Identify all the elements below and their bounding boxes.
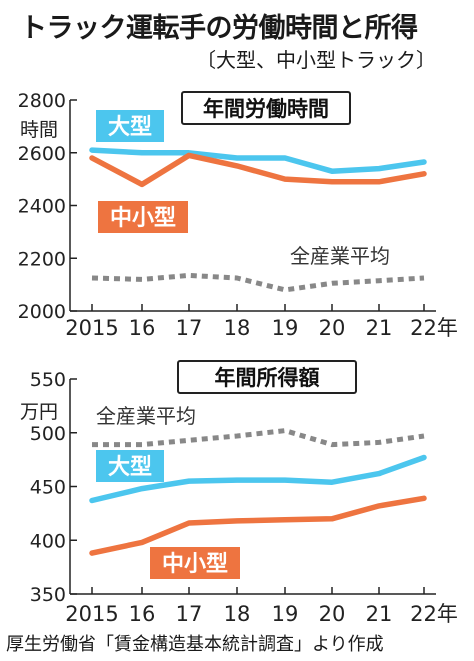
x-tick-label: 16: [129, 602, 156, 626]
x-tick-label: 19: [272, 602, 299, 626]
y-tick-label: 2800: [18, 90, 66, 112]
y-axis-label: 時間: [20, 119, 58, 141]
series-line-small: [89, 495, 427, 556]
panel-title-box: [177, 360, 357, 394]
source-note: 厚生労働省「賃金構造基本統計調査」より作成: [6, 634, 384, 655]
x-tick-label: 21: [366, 602, 393, 626]
x-tick-label: 18: [224, 602, 251, 626]
series-label-all: 全産業平均: [290, 244, 390, 268]
panel-title: 年間労働時間: [203, 97, 329, 121]
y-tick-label: 500: [30, 423, 66, 445]
x-tick-label: 17: [176, 316, 203, 340]
series-line-large: [89, 454, 427, 504]
y-tick-label: 400: [30, 530, 66, 552]
series-label-large: 大型: [108, 455, 152, 480]
x-tick-label: 22年: [410, 602, 458, 626]
panel-title-box: [181, 91, 351, 125]
y-tick-label: 350: [30, 584, 66, 606]
series-label-bg-small: [150, 547, 240, 579]
y-tick-label: 450: [30, 477, 66, 499]
x-tick-label: 20: [319, 316, 346, 340]
series-label-bg-large: [96, 110, 164, 142]
x-tick-label: 20: [319, 602, 346, 626]
chart-subtitle: 〔大型、中小型トラック〕: [196, 48, 436, 72]
y-tick-label: 2400: [18, 196, 66, 218]
x-tick-label: 16: [129, 316, 156, 340]
x-tick-label: 18: [224, 316, 251, 340]
series-label-bg-small: [98, 201, 188, 233]
x-tick-label: 19: [272, 316, 299, 340]
series-line-small: [89, 152, 427, 188]
x-tick-label: 2015: [65, 316, 118, 340]
panel-title: 年間所得額: [215, 366, 320, 390]
series-line-all: [92, 428, 425, 448]
x-tick-label: 22年: [410, 316, 458, 340]
y-tick-label: 550: [30, 369, 66, 391]
y-tick-label: 2000: [18, 301, 66, 323]
y-tick-label: 2600: [18, 143, 66, 165]
x-tick-label: 2015: [65, 602, 118, 626]
series-label-large: 大型: [108, 115, 152, 140]
series-label-small: 中小型: [110, 206, 176, 231]
x-tick-label: 17: [176, 602, 203, 626]
x-tick-label: 21: [366, 316, 393, 340]
series-line-large: [89, 147, 427, 174]
series-line-all: [91, 272, 425, 293]
series-label-bg-large: [96, 450, 164, 482]
series-label-all: 全産業平均: [96, 404, 196, 428]
chart-title: トラック運転手の労働時間と所得: [20, 13, 418, 44]
y-tick-label: 2200: [18, 248, 66, 270]
y-axis-label: 万円: [20, 401, 58, 423]
series-label-small: 中小型: [162, 552, 228, 577]
